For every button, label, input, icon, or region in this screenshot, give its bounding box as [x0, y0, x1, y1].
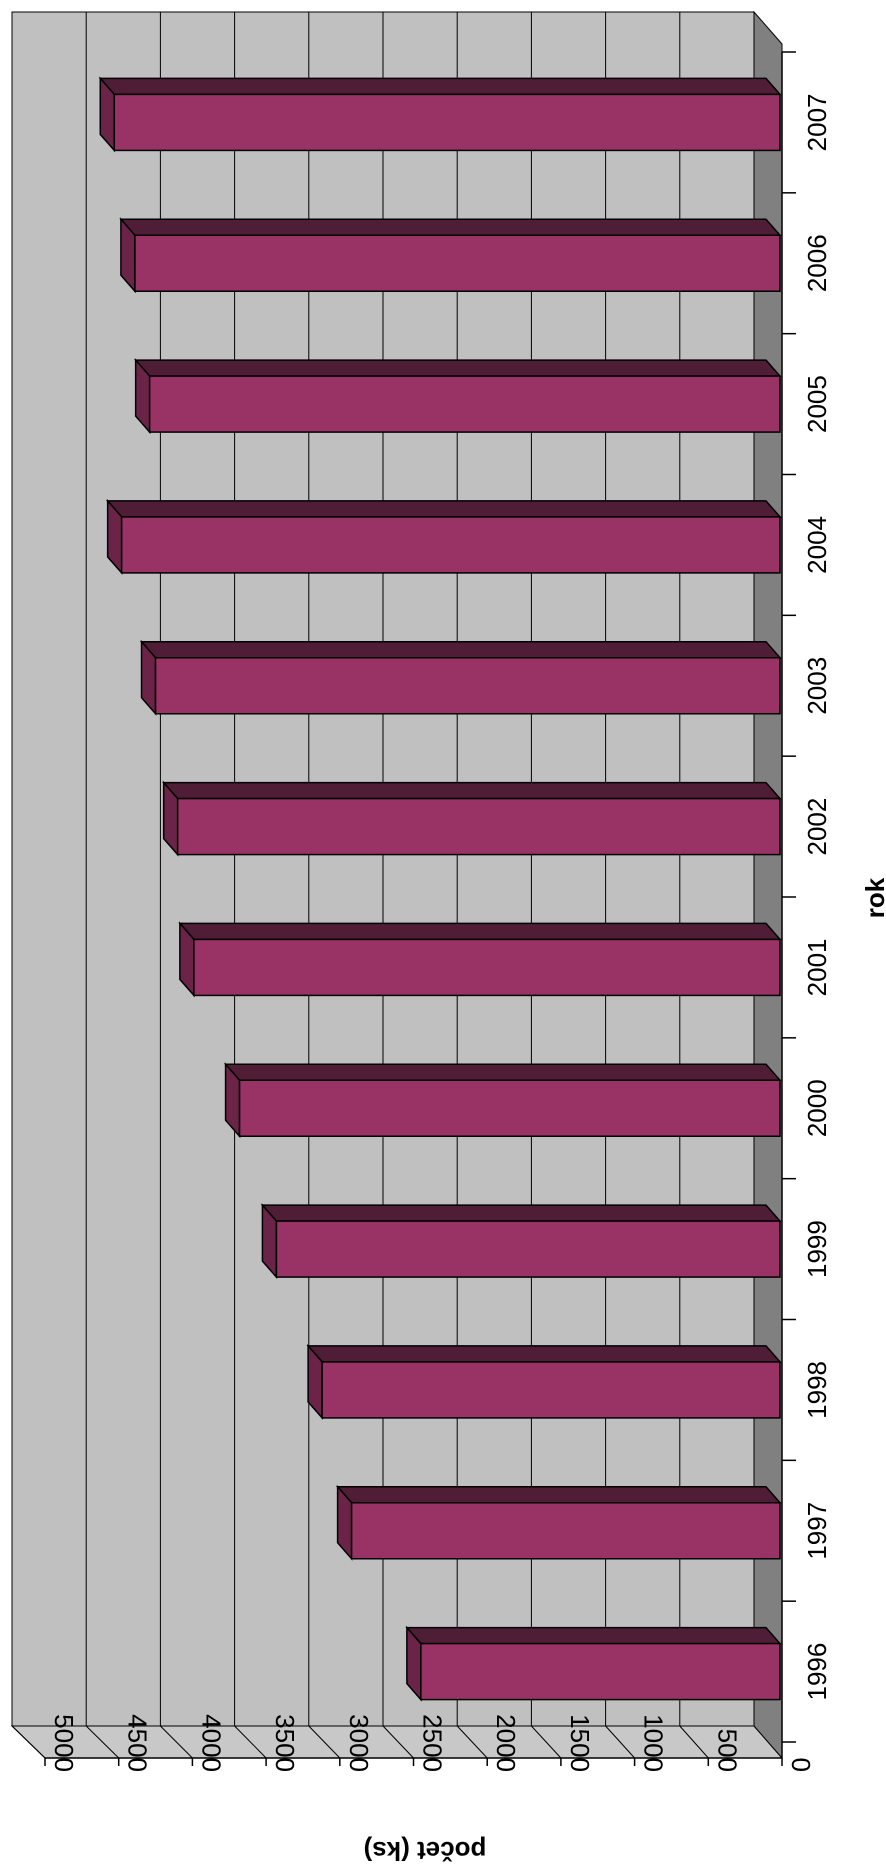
y-axis: 0 500 1000 1500 2000 2500 3000 3500 4000 4500 5000: [44, 1714, 816, 1772]
bars: [98, 76, 782, 1702]
bar: [238, 1079, 781, 1137]
x-tick-label: 2003: [802, 657, 832, 715]
y-tick-label: 500: [712, 1729, 742, 1772]
x-tick-label: 1998: [802, 1361, 832, 1419]
x-tick-label: 1999: [802, 1220, 832, 1278]
y-tick-label: 4000: [196, 1714, 226, 1772]
gridline-side: [85, 1725, 120, 1759]
bar: [193, 938, 781, 997]
x-tick-label: 1996: [802, 1643, 832, 1701]
x-tick-label: 2001: [802, 938, 832, 996]
bar-top-face: [306, 1345, 782, 1363]
y-tick-label: 3500: [270, 1714, 300, 1772]
gridline-side: [234, 1725, 267, 1759]
y-tick-label: 1500: [565, 1714, 595, 1772]
bar-top-face: [335, 1486, 782, 1504]
bar: [321, 1361, 781, 1419]
y-tick-label: 4500: [123, 1714, 153, 1772]
gridline-side: [456, 1725, 488, 1759]
bar: [154, 657, 781, 715]
bar-top-face: [134, 359, 782, 377]
bar: [420, 1642, 781, 1701]
x-tick-label: 2002: [802, 798, 832, 856]
bar-top-face: [105, 500, 782, 518]
bar-top-face: [139, 641, 782, 659]
x-axis-title: rok: [860, 877, 886, 918]
x-tick-label: 1997: [802, 1502, 832, 1560]
bar-top-face: [405, 1626, 782, 1645]
x-tick-label: 2006: [802, 234, 832, 292]
gridline-side: [308, 1725, 341, 1759]
bar: [350, 1502, 781, 1560]
gridline-side: [382, 1725, 414, 1759]
gridline-side: [11, 1725, 46, 1759]
bar: [275, 1220, 781, 1278]
y-tick-label: 0: [786, 1758, 816, 1772]
y-tick-label: 1000: [639, 1714, 669, 1772]
gridline-side: [679, 1725, 709, 1759]
y-tick-label: 2000: [491, 1714, 521, 1772]
gridline-side: [160, 1725, 193, 1759]
y-tick-label: 3000: [344, 1714, 374, 1772]
bar: [120, 516, 781, 574]
x-tick-label: 2005: [802, 375, 832, 433]
x-tick-label: 2000: [802, 1079, 832, 1137]
y-axis-title: počet (ks): [364, 1836, 487, 1866]
bar-top-face: [98, 77, 782, 96]
bar: [134, 234, 781, 292]
bar: [113, 93, 781, 152]
bar: [148, 375, 781, 433]
bar-top-face: [223, 1063, 782, 1081]
gridline-side: [531, 1725, 562, 1759]
bar-top-face: [260, 1204, 782, 1222]
y-tick-label: 5000: [49, 1714, 79, 1772]
gridline-side: [605, 1725, 635, 1759]
x-tick-label: 2007: [802, 93, 832, 151]
bar-top-face: [162, 781, 782, 800]
y-tick-label: 2500: [418, 1714, 448, 1772]
gridlines: [11, 12, 709, 1759]
x-axis: 1996 1997 1998 1999 2000 2001 2002 2003 2004 2005…: [781, 51, 832, 1758]
bar-top-face: [119, 218, 782, 236]
x-tick-label: 2004: [802, 516, 832, 574]
bar: [176, 797, 781, 856]
bar-top-face: [178, 922, 782, 941]
